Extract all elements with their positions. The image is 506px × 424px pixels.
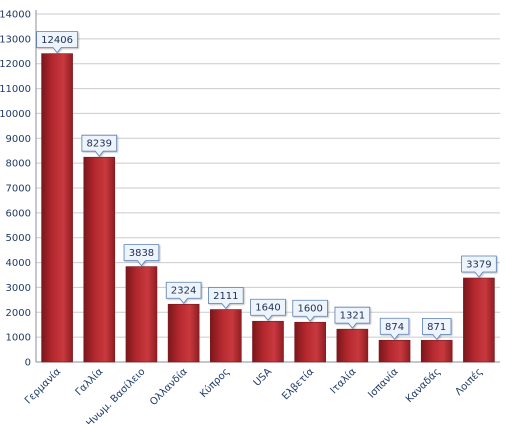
data-label: 871 bbox=[427, 322, 446, 333]
data-label-box bbox=[36, 31, 78, 54]
x-category-label: Ελβετία bbox=[280, 365, 317, 402]
x-category-label: Ιταλία bbox=[328, 365, 359, 396]
data-label: 3838 bbox=[129, 248, 154, 259]
y-tick-label: 10000 bbox=[0, 109, 31, 120]
bar bbox=[336, 328, 369, 363]
bar bbox=[167, 303, 200, 363]
data-label-callout bbox=[334, 306, 371, 329]
data-label-callout bbox=[123, 244, 160, 267]
data-label-callout bbox=[422, 317, 452, 340]
bar bbox=[294, 321, 326, 363]
bar bbox=[83, 156, 116, 363]
data-label-box bbox=[165, 281, 202, 304]
data-label: 2111 bbox=[213, 291, 238, 302]
data-label: 12406 bbox=[41, 35, 73, 46]
y-tick-label: 12000 bbox=[0, 59, 31, 70]
data-label-box bbox=[379, 317, 410, 340]
data-label: 8239 bbox=[87, 139, 112, 150]
y-tick-label: 14000 bbox=[0, 10, 31, 21]
y-tick-label: 2000 bbox=[6, 308, 31, 319]
data-label-callout bbox=[250, 298, 286, 321]
data-label: 874 bbox=[385, 322, 404, 333]
data-label-callout bbox=[36, 31, 78, 54]
y-tick-label: 6000 bbox=[6, 208, 31, 219]
bar bbox=[463, 277, 495, 363]
bars bbox=[41, 53, 495, 363]
data-label: 3379 bbox=[466, 260, 491, 271]
bar bbox=[210, 309, 242, 363]
data-label-callout bbox=[461, 255, 497, 278]
x-category-label: Ισπανία bbox=[366, 365, 401, 400]
x-category-label: Κύπρος bbox=[198, 366, 232, 400]
x-category-label: Ολλανδία bbox=[147, 365, 190, 408]
y-tick-label: 8000 bbox=[6, 159, 31, 170]
bar bbox=[125, 266, 158, 363]
data-label-box bbox=[334, 306, 371, 329]
data-label-callout bbox=[165, 281, 202, 304]
data-label: 1600 bbox=[297, 304, 322, 315]
bar bbox=[420, 340, 453, 363]
x-category-label: Καναδάς bbox=[403, 366, 443, 406]
data-label-callout bbox=[292, 299, 328, 322]
data-label-box bbox=[250, 298, 286, 321]
bar bbox=[252, 320, 284, 363]
data-label: 1321 bbox=[340, 311, 365, 322]
data-labels: 12406 8239 3838 2324 2111 1640 1600 1321 874 871 3… bbox=[36, 31, 497, 340]
y-tick-label: 13000 bbox=[0, 34, 31, 45]
y-tick-label: 0 bbox=[25, 358, 31, 369]
y-tick-label: 7000 bbox=[6, 184, 31, 195]
bar bbox=[41, 53, 73, 363]
y-tick-label: 4000 bbox=[6, 258, 31, 269]
data-label-box bbox=[123, 244, 160, 267]
data-label-box bbox=[461, 255, 497, 278]
y-tick-label: 1000 bbox=[6, 333, 31, 344]
bar bbox=[378, 339, 411, 363]
data-label-box bbox=[81, 134, 118, 157]
data-label: 1640 bbox=[255, 303, 280, 314]
y-tick-label: 11000 bbox=[0, 84, 31, 95]
x-category-label: USA bbox=[252, 366, 275, 389]
data-label-callout bbox=[81, 134, 118, 157]
y-tick-label: 3000 bbox=[6, 283, 31, 294]
data-label: 2324 bbox=[171, 286, 196, 297]
x-category-label: Λοιπές bbox=[453, 366, 485, 398]
data-label-box bbox=[292, 299, 328, 322]
data-label-callout bbox=[208, 287, 244, 310]
data-label-box bbox=[208, 287, 244, 310]
data-label-box bbox=[422, 317, 452, 340]
data-label-callout bbox=[379, 317, 410, 340]
y-tick-label: 5000 bbox=[6, 233, 31, 244]
y-tick-label: 9000 bbox=[6, 134, 31, 145]
x-category-label: Γαλλία bbox=[73, 365, 106, 398]
x-category-label: Γερμανία bbox=[22, 365, 63, 406]
